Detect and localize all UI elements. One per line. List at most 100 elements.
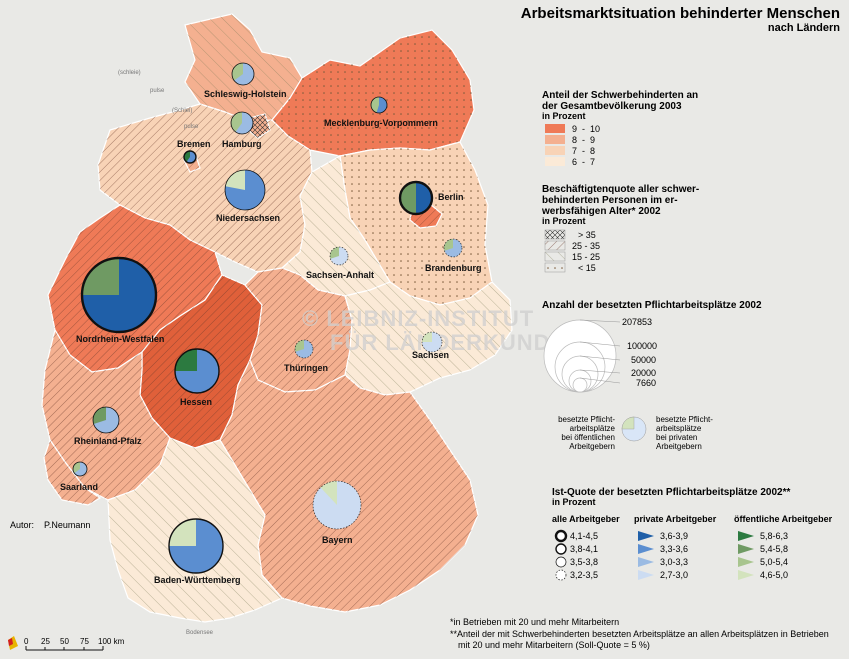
legend-share-swatch-3 — [545, 157, 565, 166]
legend-rate-col-public: öffentliche Arbeitgeber — [734, 514, 833, 524]
legend-rate-public-label-0: 5,8-6,3 — [760, 531, 788, 541]
legend-rate-private-label-3: 2,7-3,0 — [660, 570, 688, 580]
coast-label: pulse — [150, 88, 165, 94]
legend-rate-all-0 — [554, 529, 568, 543]
legend-share-title-2: der Gesamtbevölkerung 2003 — [542, 101, 682, 112]
map-title: Arbeitsmarktsituation behinderter Mensch… — [521, 5, 840, 22]
legend-public-label-0: besetzte Pflicht- — [558, 415, 615, 424]
legend-share-title-1: Anteil der Schwerbehinderten an — [542, 90, 698, 101]
legend-size-circle-4 — [572, 377, 588, 393]
label-bremen: Bremen — [177, 139, 211, 149]
scale-bar: 0 25 50 75 100 km — [8, 636, 125, 651]
legend-quota-swatch-1 — [544, 240, 566, 251]
legend-share-swatch-2 — [545, 146, 565, 155]
label-baden-wuerttemberg: Baden-Württemberg — [154, 575, 241, 585]
label-bayern: Bayern — [322, 535, 353, 545]
pie-niedersachsen-public-slice — [225, 170, 245, 190]
pie-saarland[interactable] — [72, 461, 88, 477]
footnote-1: *in Betrieben mit 20 und mehr Mitarbeite… — [450, 617, 619, 627]
legend-rate-all-3 — [555, 569, 567, 581]
legend-quota-label-0: > 35 — [578, 230, 596, 240]
svg-text:© LEIBNIZ-INSTITUT: © LEIBNIZ-INSTITUT — [302, 306, 534, 331]
legend-quota-swatch-3 — [544, 262, 566, 273]
pie-berlin-ring — [398, 180, 434, 216]
label-hamburg: Hamburg — [222, 139, 262, 149]
legend-size: Anzahl der besetzten Pflichtarbeitsplätz… — [542, 300, 762, 451]
pie-brandenburg[interactable] — [443, 238, 463, 258]
label-thueringen: Thüringen — [284, 363, 328, 373]
hatch-thueringen — [245, 268, 352, 392]
pie-hessen-public-slice — [175, 349, 197, 371]
legend-rate-all-label-1: 3,8-4,1 — [570, 544, 598, 554]
legend-share-label-2: 7 - 8 — [572, 146, 595, 156]
coast-label: (Schlei) — [172, 108, 192, 114]
legend-explain-public-slice — [621, 416, 635, 430]
coast-label: Bodensee — [186, 630, 214, 636]
legend-quota: Beschäftigtenquote aller schwer- behinde… — [541, 184, 699, 273]
hatch-saarland — [44, 440, 100, 505]
footnote-2: **Anteil der mit Schwerbehinderten beset… — [450, 629, 829, 639]
footnote-3: mit 20 und mehr Mitarbeitern (Soll-Quote… — [458, 640, 650, 650]
pie-hessen[interactable] — [174, 348, 220, 394]
pie-mecklenburg-vorpommern-public-slice — [371, 97, 379, 113]
legend-rate-public-2 — [738, 557, 754, 567]
pie-nordrhein-westfalen[interactable] — [80, 256, 158, 334]
pie-brandenburg-ring — [443, 238, 463, 258]
pie-sachsen[interactable] — [421, 331, 443, 353]
pie-sachsen-anhalt[interactable] — [329, 246, 349, 266]
pie-nordrhein-westfalen-ring — [80, 256, 158, 334]
pie-mecklenburg-vorpommern-ring — [370, 96, 388, 114]
legend-public-label-3: Arbeitgebern — [569, 442, 615, 451]
pie-bremen[interactable] — [183, 150, 197, 164]
legend-share-label-0: 9 - 10 — [572, 124, 600, 134]
legend-quota-swatch-0 — [544, 229, 566, 240]
pie-saarland-ring — [72, 461, 88, 477]
legend-rate-unit: in Prozent — [552, 497, 596, 507]
legend-quota-title-2: behinderten Personen im er- — [542, 195, 678, 206]
legend-public-label-2: bei öffentlichen — [561, 433, 615, 442]
legend-rate-public-3 — [738, 570, 754, 580]
pie-thueringen[interactable] — [294, 339, 314, 359]
legend-rate-public-label-1: 5,4-5,8 — [760, 544, 788, 554]
label-niedersachsen: Niedersachsen — [216, 213, 280, 223]
legend-rate-all-label-2: 3,5-3,8 — [570, 557, 598, 567]
coast-label: pulse — [184, 124, 199, 130]
legend-quota-title-3: werbsfähigen Alter* 2002 — [541, 206, 661, 217]
hatch-sachsen-anhalt — [282, 156, 390, 296]
pie-thueringen-ring — [294, 339, 314, 359]
pie-nordrhein-westfalen-public-slice — [82, 258, 119, 295]
footnotes: *in Betrieben mit 20 und mehr Mitarbeite… — [450, 617, 829, 650]
pie-bayern[interactable] — [312, 480, 362, 530]
pie-baden-wuerttemberg-public-slice — [169, 519, 196, 546]
scale-tick-1: 25 — [41, 637, 50, 646]
legend-quota-swatch-2 — [544, 251, 566, 262]
coast-labels: (schleie) pulse (Schlei) pulse Bodensee — [118, 70, 214, 636]
pie-hamburg[interactable] — [230, 111, 254, 135]
pie-baden-wuerttemberg[interactable] — [168, 518, 224, 574]
legend-rate-private-label-1: 3,3-3,6 — [660, 544, 688, 554]
legend-quota-label-2: 15 - 25 — [572, 252, 600, 262]
pie-mecklenburg-vorpommern[interactable] — [370, 96, 388, 114]
pie-rheinland-pfalz[interactable] — [92, 406, 120, 434]
legend-rate-private-label-2: 3,0-3,3 — [660, 557, 688, 567]
pie-berlin[interactable] — [398, 180, 434, 216]
legend-rate-private-3 — [638, 570, 654, 580]
label-rheinland-pfalz: Rheinland-Pfalz — [74, 436, 142, 446]
pie-schleswig-holstein[interactable] — [231, 62, 255, 86]
watermark: © LEIBNIZ-INSTITUT FÜR LÄNDERKUNDE — [302, 306, 565, 355]
legend-share-unit: in Prozent — [542, 111, 586, 121]
legend-rate-private-label-0: 3,6-3,9 — [660, 531, 688, 541]
pie-bayern-ring — [312, 480, 362, 530]
pie-niedersachsen[interactable] — [224, 169, 266, 211]
legend-size-value-3: 20000 — [631, 368, 656, 378]
legend-rate-public-label-3: 4,6-5,0 — [760, 570, 788, 580]
legend-rate-title: Ist-Quote der besetzten Pflichtarbeitspl… — [552, 487, 791, 498]
label-hessen: Hessen — [180, 397, 212, 407]
legend-share: Anteil der Schwerbehinderten an der Gesa… — [542, 90, 698, 167]
legend-quota-title-1: Beschäftigtenquote aller schwer- — [542, 184, 699, 195]
legend-private-label-0: besetzte Pflicht- — [656, 415, 713, 424]
scale-tick-0: 0 — [24, 637, 29, 646]
legend-rate-col-private: private Arbeitgeber — [634, 514, 717, 524]
label-sachsen-anhalt: Sachsen-Anhalt — [306, 270, 374, 280]
